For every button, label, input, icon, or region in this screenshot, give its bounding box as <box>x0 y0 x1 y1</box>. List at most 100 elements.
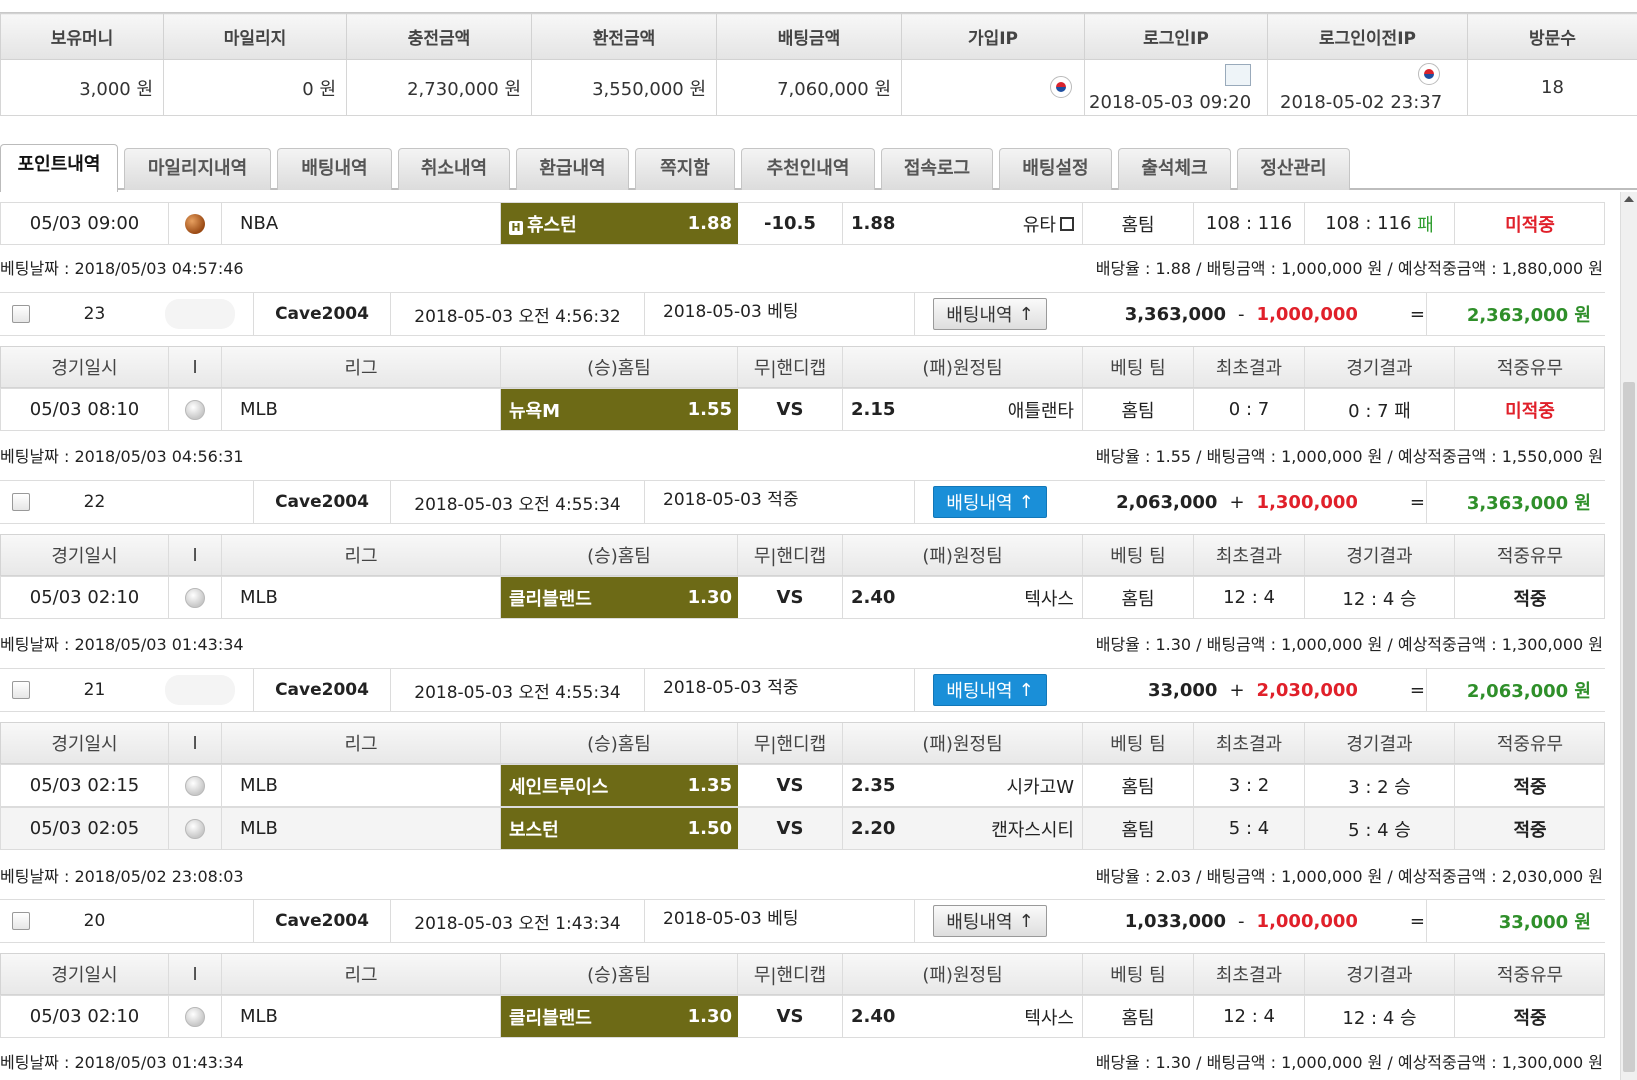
hdr-game-result: 경기결과 <box>1305 347 1455 387</box>
tab-cancel-history[interactable]: 취소내역 <box>398 148 510 190</box>
hit-status: 적중 <box>1513 588 1547 610</box>
hit-status: 미적중 <box>1505 214 1555 236</box>
vertical-scrollbar[interactable] <box>1620 192 1637 1080</box>
home-team-pick[interactable]: 세인트루이스 1.35 <box>501 765 738 806</box>
betting-history-label: 배팅내역 <box>946 681 1013 702</box>
tab-point-history[interactable]: 포인트내역 <box>0 144 118 192</box>
entry-number: 21 <box>83 680 106 700</box>
hdr-league: 리그 <box>222 347 501 387</box>
point-entry-row: 21 Cave2004 2018-05-03 오전 4:55:34 2018-0… <box>0 668 1605 712</box>
amount-after: 33,000 원 <box>1426 900 1605 942</box>
bet-info-row: 베팅날짜 : 2018/05/03 01:43:34 배당율 : 1.30 / … <box>0 628 1605 662</box>
entry-checkbox[interactable] <box>12 305 30 323</box>
tab-betting-history[interactable]: 배팅내역 <box>277 148 392 190</box>
amount-change: 2,030,000 <box>1256 679 1358 701</box>
away-team-name: 텍사스 <box>1024 588 1074 610</box>
home-team-pick[interactable]: 보스턴 1.50 <box>501 808 738 849</box>
betting-history-button[interactable]: 배팅내역 ↑ <box>933 486 1047 518</box>
tab-refund-history[interactable]: 환급내역 <box>516 148 629 190</box>
first-result: 12 : 4 <box>1194 996 1305 1037</box>
betting-history-button[interactable]: 배팅내역 ↑ <box>933 298 1047 330</box>
entry-checkbox[interactable] <box>12 493 30 511</box>
bet-info-row: 베팅날짜 : 2018/05/03 04:56:31 배당율 : 1.55 / … <box>0 440 1605 474</box>
entry-amount-calc: 1,033,000 - 1,000,000 = <box>1065 900 1455 942</box>
hdr-away: (패)원정팀 <box>843 954 1083 994</box>
entry-checkbox[interactable] <box>12 681 30 699</box>
home-team-name: 뉴욕M <box>509 400 561 422</box>
entry-checkbox-cell <box>0 900 42 942</box>
tab-access-log[interactable]: 접속로그 <box>881 148 993 190</box>
entry-number: 20 <box>83 911 106 931</box>
entry-amount-calc: 3,363,000 - 1,000,000 = <box>1065 293 1455 335</box>
home-team-name: 보스턴 <box>509 819 559 841</box>
handicap-value: VS <box>738 389 843 430</box>
hdr-date: 경기일시 <box>1 347 169 387</box>
tab-settlement[interactable]: 정산관리 <box>1237 148 1350 190</box>
bet-summary: 배당율 : 2.03 / 배팅금액 : 1,000,000 원 / 예상적중금액… <box>1095 867 1603 886</box>
hdr-date: 경기일시 <box>1 954 169 994</box>
amount-after: 2,363,000 원 <box>1426 293 1605 335</box>
amount-equals: = <box>1409 910 1425 932</box>
hdr-date: 경기일시 <box>1 723 169 763</box>
hit-status: 미적중 <box>1505 400 1555 422</box>
games-header-row: 경기일시 I 리그 (승)홈팀 무|핸디캡 (패)원정팀 베팅 팀 최초결과 경… <box>0 346 1605 388</box>
amount-before: 33,000 <box>1147 679 1218 701</box>
hdr-away: (패)원정팀 <box>843 347 1083 387</box>
hdr-bet-team: 베팅 팀 <box>1083 954 1194 994</box>
entry-blur <box>147 669 254 711</box>
game-row: 05/03 02:15 MLB 세인트루이스 1.35 VS 2.35 시카고W… <box>0 764 1605 807</box>
tab-referral-history[interactable]: 추천인내역 <box>741 148 875 190</box>
col-login-ip: 로그인IP <box>1084 13 1268 60</box>
amount-before: 2,063,000 <box>1116 491 1218 513</box>
home-team-pick[interactable]: 클리블랜드 1.30 <box>501 577 738 618</box>
game-row: 05/03 09:00 NBA H 휴스턴 1.88 -10.5 1.88 유타 … <box>0 202 1605 245</box>
baseball-icon <box>185 775 205 796</box>
prev-login-date: 2018-05-02 23:37 <box>1280 92 1443 113</box>
scrollbar-thumb[interactable] <box>1623 382 1635 1072</box>
scroll-up-icon[interactable] <box>1624 196 1634 202</box>
amount-equals: = <box>1409 679 1425 701</box>
away-odds: 2.20 <box>851 818 896 839</box>
handicap-value: VS <box>738 765 843 806</box>
betting-history-button[interactable]: 배팅내역 ↑ <box>933 905 1047 937</box>
bet-summary: 배당율 : 1.88 / 배팅금액 : 1,000,000 원 / 예상적중금액… <box>1095 259 1603 278</box>
tab-betting-settings[interactable]: 배팅설정 <box>999 148 1112 190</box>
entry-number: 23 <box>83 304 106 324</box>
hdr-bet-team: 베팅 팀 <box>1083 723 1194 763</box>
game-league: NBA <box>222 203 501 244</box>
home-team-pick[interactable]: H 휴스턴 1.88 <box>501 203 738 244</box>
point-entry-row: 23 Cave2004 2018-05-03 오전 4:56:32 2018-0… <box>0 292 1605 336</box>
game-result: 0 : 7 패 <box>1305 389 1455 430</box>
sport-cell <box>169 765 222 806</box>
home-odds: 1.30 <box>687 587 732 608</box>
sport-cell <box>169 203 222 244</box>
entry-time: 2018-05-03 오전 4:56:32 <box>391 293 645 335</box>
tab-messages[interactable]: 쪽지함 <box>635 148 735 190</box>
arrow-up-icon: ↑ <box>1018 910 1034 932</box>
entry-checkbox[interactable] <box>12 912 30 930</box>
bet-team: 홈팀 <box>1083 808 1194 849</box>
hdr-home: (승)홈팀 <box>501 723 738 763</box>
sport-cell <box>169 808 222 849</box>
game-date: 05/03 02:15 <box>1 765 169 806</box>
home-team-pick[interactable]: 클리블랜드 1.30 <box>501 996 738 1037</box>
away-odds: 2.40 <box>851 587 896 608</box>
game-date: 05/03 02:10 <box>1 577 169 618</box>
value-money: 3,000 원 <box>0 59 164 116</box>
betting-history-label: 배팅내역 <box>946 305 1013 326</box>
hdr-game-result: 경기결과 <box>1305 723 1455 763</box>
betting-history-button[interactable]: 배팅내역 ↑ <box>933 674 1047 706</box>
tab-attendance[interactable]: 출석체크 <box>1118 148 1231 190</box>
hdr-first-result: 최초결과 <box>1194 954 1305 994</box>
game-date: 05/03 08:10 <box>1 389 169 430</box>
handicap-value: -10.5 <box>738 203 843 244</box>
bet-team: 홈팀 <box>1083 203 1194 244</box>
tab-bar: 포인트내역 마일리지내역 배팅내역 취소내역 환급내역 쪽지함 추천인내역 접속… <box>0 142 1637 192</box>
bet-date: 베팅날짜 : 2018/05/02 23:08:03 <box>0 867 244 886</box>
home-team-pick[interactable]: 뉴욕M 1.55 <box>501 389 738 430</box>
hdr-home: (승)홈팀 <box>501 954 738 994</box>
tab-mileage-history[interactable]: 마일리지내역 <box>124 148 271 190</box>
hdr-away: (패)원정팀 <box>843 723 1083 763</box>
col-mileage: 마일리지 <box>163 13 347 60</box>
game-row: 05/03 02:10 MLB 클리블랜드 1.30 VS 2.40 텍사스 홈… <box>0 995 1605 1038</box>
